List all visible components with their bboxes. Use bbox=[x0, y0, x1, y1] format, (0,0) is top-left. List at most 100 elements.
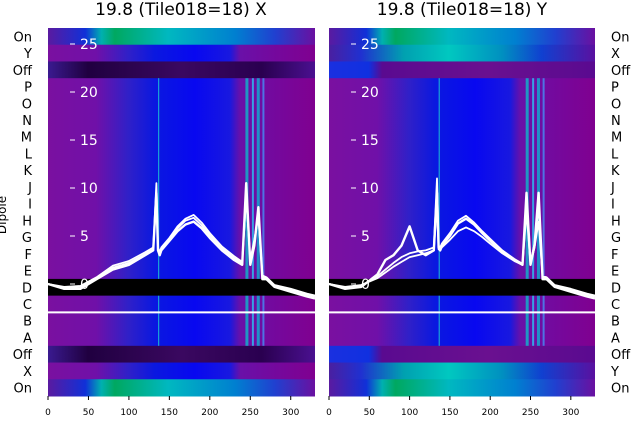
dipole-label: K bbox=[23, 164, 32, 179]
dipole-label: H bbox=[611, 214, 621, 229]
inner-tick-label: 15 bbox=[361, 133, 379, 149]
heatmap-row bbox=[329, 329, 595, 347]
heatmap-row bbox=[329, 111, 595, 129]
heatmap-row bbox=[48, 379, 315, 397]
dipole-label: G bbox=[22, 231, 32, 246]
chart-title-y: 19.8 (Tile018=18) Y bbox=[376, 0, 548, 20]
dipole-label: A bbox=[23, 331, 32, 346]
dipole-label: Y bbox=[610, 365, 619, 380]
dipole-label: Y bbox=[23, 47, 32, 62]
dipole-label: L bbox=[25, 147, 33, 162]
heatmap-row bbox=[48, 195, 315, 213]
dipole-label: F bbox=[25, 248, 32, 263]
series-line bbox=[47, 196, 316, 297]
heatmap-row bbox=[48, 61, 315, 79]
dipole-label: Off bbox=[13, 64, 33, 79]
dipole-label: H bbox=[22, 214, 32, 229]
dipole-label: P bbox=[24, 81, 32, 96]
inner-tick-label: 20 bbox=[361, 85, 379, 101]
heatmap-row bbox=[48, 329, 315, 347]
zero-band bbox=[329, 278, 595, 296]
dipole-label: On bbox=[611, 30, 629, 45]
inner-tick-label: 10 bbox=[361, 181, 379, 197]
x-tick-label: 250 bbox=[242, 408, 259, 418]
chart-title-x: 19.8 (Tile018=18) X bbox=[95, 0, 267, 20]
dipole-label: D bbox=[22, 281, 32, 296]
heatmap-row bbox=[329, 161, 595, 180]
x-tick-label: 50 bbox=[83, 408, 95, 418]
inner-tick-label: 20 bbox=[80, 85, 98, 101]
x-tick-label: 50 bbox=[364, 408, 376, 418]
series-line bbox=[47, 182, 316, 300]
zero-band bbox=[48, 278, 315, 296]
series-line bbox=[328, 201, 596, 297]
inner-tick-label: 25 bbox=[361, 37, 379, 53]
heatmap-row bbox=[48, 362, 315, 380]
heatmap-streak bbox=[262, 78, 265, 346]
heatmap-row bbox=[48, 111, 315, 129]
dipole-label: G bbox=[611, 231, 621, 246]
dipole-label: K bbox=[611, 164, 620, 179]
dipole-label: C bbox=[23, 298, 32, 313]
inner-tick-label: 5 bbox=[361, 229, 370, 245]
heatmap-row bbox=[48, 161, 315, 180]
dipole-label: Off bbox=[13, 348, 33, 363]
dipole-label: E bbox=[24, 265, 32, 280]
heatmap-row bbox=[329, 195, 595, 213]
x-tick-label: 100 bbox=[401, 408, 418, 418]
x-tick-label: 150 bbox=[161, 408, 178, 418]
heatmap-streak bbox=[438, 78, 440, 346]
heatmap-streak bbox=[158, 78, 160, 346]
dipole-label: D bbox=[611, 281, 621, 296]
dipole-label: C bbox=[611, 298, 620, 313]
heatmap-row bbox=[329, 28, 595, 46]
heatmap-row bbox=[48, 295, 315, 313]
dipole-label: N bbox=[611, 114, 621, 129]
x-tick-label: 300 bbox=[282, 408, 299, 418]
dipole-label: Off bbox=[611, 64, 631, 79]
heatmap-row bbox=[329, 362, 595, 380]
dipole-label: I bbox=[28, 198, 32, 213]
dipole-label: L bbox=[611, 147, 619, 162]
x-tick-label: 0 bbox=[326, 408, 332, 418]
inner-tick-label: 15 bbox=[80, 133, 98, 149]
dipole-label: On bbox=[611, 382, 629, 397]
heatmap-row bbox=[329, 44, 595, 62]
dipole-label: X bbox=[23, 365, 32, 380]
heatmap-row bbox=[329, 312, 595, 330]
dipole-label: M bbox=[21, 131, 32, 146]
dipole-label: O bbox=[22, 97, 32, 112]
dipole-label: O bbox=[611, 97, 621, 112]
dipole-label: On bbox=[14, 382, 32, 397]
heatmap-streak bbox=[542, 78, 545, 346]
x-tick-label: 0 bbox=[45, 408, 51, 418]
heatmap-row bbox=[329, 345, 595, 364]
dipole-label: A bbox=[611, 331, 620, 346]
dipole-label: E bbox=[611, 265, 619, 280]
heatmap-row bbox=[329, 379, 595, 397]
inner-tick-label: 25 bbox=[80, 37, 98, 53]
heatmap-row bbox=[329, 245, 595, 263]
heatmap-streak bbox=[251, 78, 254, 346]
x-tick-label: 200 bbox=[482, 408, 499, 418]
heatmap-streak bbox=[532, 78, 535, 346]
dipole-label: Off bbox=[611, 348, 631, 363]
heatmap-row bbox=[48, 345, 315, 364]
heatmap-row bbox=[48, 28, 315, 46]
dipole-label: B bbox=[23, 315, 32, 330]
dipole-label: F bbox=[611, 248, 618, 263]
dipole-label: M bbox=[611, 131, 622, 146]
x-tick-label: 300 bbox=[562, 408, 579, 418]
dipole-label: J bbox=[27, 181, 32, 196]
dipole-label: B bbox=[611, 315, 620, 330]
dipole-label: J bbox=[610, 181, 615, 196]
dipole-label: N bbox=[22, 114, 32, 129]
inner-tick-label: 10 bbox=[80, 181, 98, 197]
dipole-label: On bbox=[14, 30, 32, 45]
heatmap-row bbox=[329, 295, 595, 313]
heatmap-row bbox=[48, 312, 315, 330]
x-tick-label: 100 bbox=[120, 408, 137, 418]
